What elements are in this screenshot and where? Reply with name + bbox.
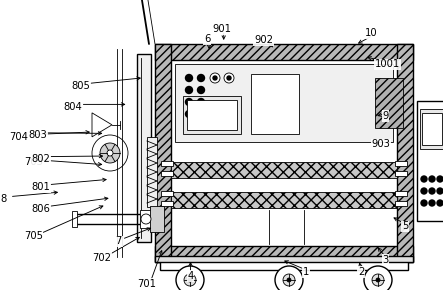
Text: 901: 901 xyxy=(212,24,231,34)
Bar xyxy=(160,260,408,270)
Text: 8: 8 xyxy=(0,194,7,204)
Circle shape xyxy=(186,75,193,81)
Circle shape xyxy=(198,99,205,106)
Circle shape xyxy=(92,135,128,171)
Bar xyxy=(171,60,397,246)
Circle shape xyxy=(213,76,217,80)
Bar xyxy=(147,137,157,207)
Circle shape xyxy=(176,266,204,290)
Bar xyxy=(395,201,407,206)
Text: 803: 803 xyxy=(28,130,47,140)
Circle shape xyxy=(437,176,443,182)
Text: 702: 702 xyxy=(93,253,111,263)
Circle shape xyxy=(100,143,120,163)
Circle shape xyxy=(283,274,295,286)
Text: 703: 703 xyxy=(24,157,43,167)
Bar xyxy=(171,162,397,178)
Bar xyxy=(155,256,413,262)
Circle shape xyxy=(372,274,384,286)
Bar xyxy=(187,100,237,130)
Circle shape xyxy=(198,86,205,93)
Text: 10: 10 xyxy=(365,28,377,38)
Text: 7: 7 xyxy=(116,236,122,246)
Circle shape xyxy=(421,176,427,182)
Circle shape xyxy=(364,266,392,290)
Bar xyxy=(420,109,443,149)
Bar xyxy=(251,74,299,134)
Bar xyxy=(375,78,403,128)
Bar xyxy=(161,171,173,176)
Circle shape xyxy=(184,274,196,286)
Bar xyxy=(150,206,164,232)
Circle shape xyxy=(186,110,193,117)
Circle shape xyxy=(376,278,380,282)
Bar xyxy=(72,211,77,227)
Text: 3: 3 xyxy=(382,255,389,264)
Bar xyxy=(175,64,393,142)
Circle shape xyxy=(141,214,151,224)
Bar xyxy=(422,113,442,145)
Text: 805: 805 xyxy=(71,81,90,90)
Text: 704: 704 xyxy=(9,132,28,142)
Text: 9: 9 xyxy=(382,111,389,121)
Circle shape xyxy=(287,278,291,282)
Bar xyxy=(155,44,171,262)
Circle shape xyxy=(275,266,303,290)
Circle shape xyxy=(429,188,435,194)
Text: 701: 701 xyxy=(137,279,155,289)
Bar xyxy=(183,96,241,134)
Circle shape xyxy=(210,73,220,83)
Circle shape xyxy=(186,99,193,106)
Text: 6: 6 xyxy=(204,34,210,44)
Circle shape xyxy=(437,188,443,194)
Circle shape xyxy=(198,75,205,81)
Text: 802: 802 xyxy=(31,154,50,164)
Bar xyxy=(140,210,152,228)
Text: 1: 1 xyxy=(303,267,309,277)
Text: 4: 4 xyxy=(187,271,194,281)
Text: 903: 903 xyxy=(372,139,390,149)
Circle shape xyxy=(227,76,231,80)
Circle shape xyxy=(107,150,113,156)
Text: 806: 806 xyxy=(31,204,50,214)
Bar xyxy=(155,246,413,262)
Text: 2: 2 xyxy=(358,267,364,277)
Polygon shape xyxy=(92,113,112,137)
Text: 804: 804 xyxy=(64,102,82,112)
Circle shape xyxy=(188,278,192,282)
Bar xyxy=(137,54,151,242)
Circle shape xyxy=(421,200,427,206)
Bar xyxy=(395,191,407,196)
Text: 705: 705 xyxy=(24,231,43,241)
Circle shape xyxy=(198,110,205,117)
Bar xyxy=(417,101,443,221)
Text: 801: 801 xyxy=(31,182,50,192)
Bar xyxy=(161,161,173,166)
Text: 1001: 1001 xyxy=(375,59,400,69)
Bar xyxy=(171,192,397,208)
Circle shape xyxy=(186,86,193,93)
Text: 5: 5 xyxy=(402,221,408,231)
Circle shape xyxy=(429,200,435,206)
Bar xyxy=(161,191,173,196)
Text: 902: 902 xyxy=(254,35,273,45)
Bar xyxy=(161,201,173,206)
Circle shape xyxy=(429,176,435,182)
Bar xyxy=(395,161,407,166)
Bar xyxy=(155,44,413,60)
Bar xyxy=(397,44,413,262)
Circle shape xyxy=(437,200,443,206)
Circle shape xyxy=(224,73,234,83)
Bar xyxy=(395,171,407,176)
Circle shape xyxy=(421,188,427,194)
